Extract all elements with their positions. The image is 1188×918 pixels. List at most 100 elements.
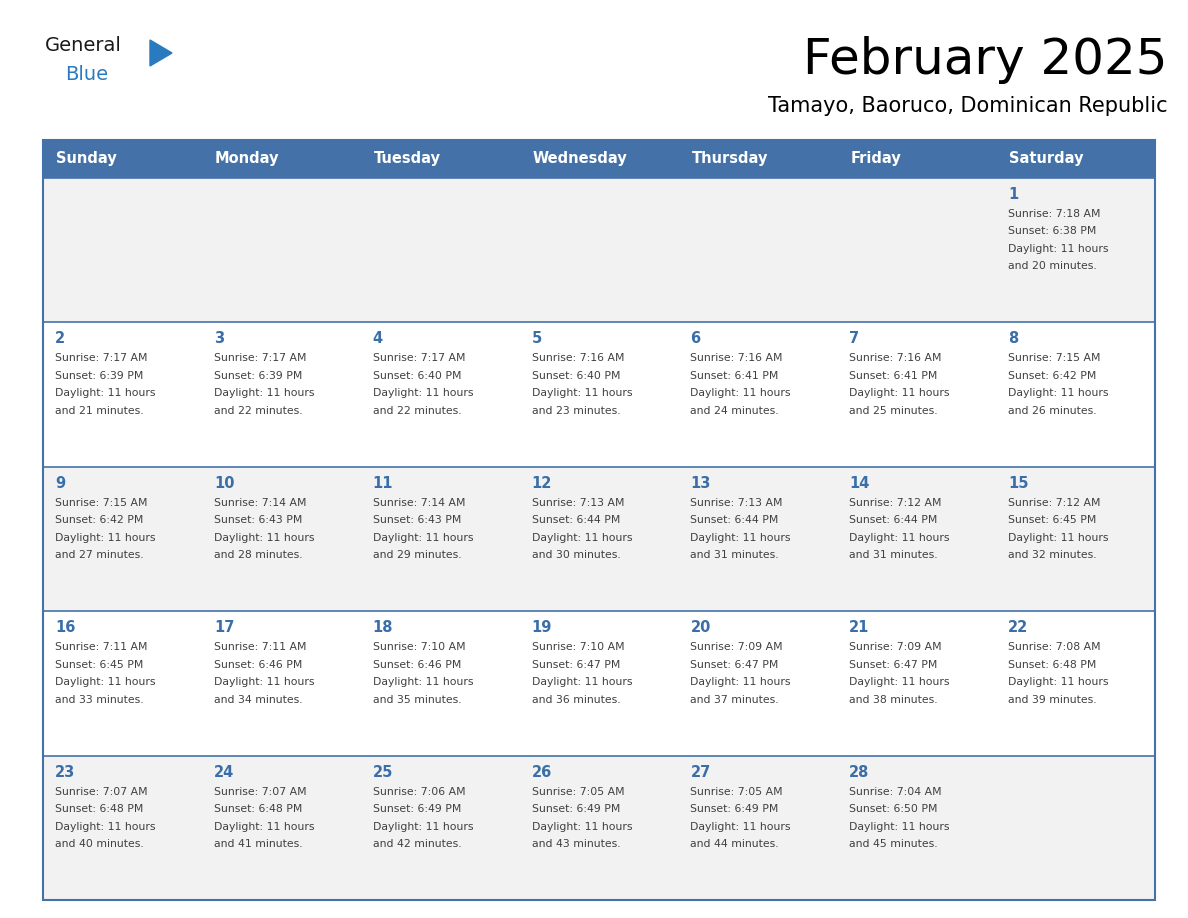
Text: Sunrise: 7:11 AM: Sunrise: 7:11 AM [55,643,147,652]
Bar [43,140,202,178]
Text: and 35 minutes.: and 35 minutes. [373,695,461,705]
Text: and 25 minutes.: and 25 minutes. [849,406,937,416]
Text: 15: 15 [1009,476,1029,491]
Text: Daylight: 11 hours: Daylight: 11 hours [214,532,315,543]
Bar [519,140,678,178]
Text: 21: 21 [849,621,870,635]
Text: 24: 24 [214,765,234,779]
Text: and 26 minutes.: and 26 minutes. [1009,406,1097,416]
Text: Daylight: 11 hours: Daylight: 11 hours [373,822,473,832]
Text: Sunrise: 7:17 AM: Sunrise: 7:17 AM [214,353,307,364]
Bar [43,611,1155,756]
Text: Sunrise: 7:09 AM: Sunrise: 7:09 AM [690,643,783,652]
Text: Daylight: 11 hours: Daylight: 11 hours [55,532,156,543]
Text: Sunset: 6:42 PM: Sunset: 6:42 PM [1009,371,1097,381]
Text: and 33 minutes.: and 33 minutes. [55,695,144,705]
Text: Sunrise: 7:05 AM: Sunrise: 7:05 AM [690,787,783,797]
Text: 13: 13 [690,476,710,491]
Text: Sunset: 6:44 PM: Sunset: 6:44 PM [531,515,620,525]
Text: Sunset: 6:44 PM: Sunset: 6:44 PM [849,515,937,525]
Text: and 36 minutes.: and 36 minutes. [531,695,620,705]
Text: Sunrise: 7:09 AM: Sunrise: 7:09 AM [849,643,942,652]
Text: 8: 8 [1009,331,1018,346]
Text: Sunrise: 7:07 AM: Sunrise: 7:07 AM [214,787,307,797]
Text: and 37 minutes.: and 37 minutes. [690,695,779,705]
Text: Sunrise: 7:16 AM: Sunrise: 7:16 AM [531,353,624,364]
Text: and 31 minutes.: and 31 minutes. [690,550,779,560]
Text: Sunrise: 7:04 AM: Sunrise: 7:04 AM [849,787,942,797]
Bar [43,466,1155,611]
Text: Daylight: 11 hours: Daylight: 11 hours [849,388,949,398]
Text: Daylight: 11 hours: Daylight: 11 hours [531,822,632,832]
Text: 19: 19 [531,621,552,635]
Bar [202,140,361,178]
Text: Sunset: 6:40 PM: Sunset: 6:40 PM [531,371,620,381]
Text: and 27 minutes.: and 27 minutes. [55,550,144,560]
Bar [997,140,1155,178]
Text: Daylight: 11 hours: Daylight: 11 hours [1009,388,1108,398]
Text: 20: 20 [690,621,710,635]
Text: Daylight: 11 hours: Daylight: 11 hours [55,677,156,688]
Text: Sunset: 6:48 PM: Sunset: 6:48 PM [55,804,144,814]
Text: Sunset: 6:41 PM: Sunset: 6:41 PM [690,371,779,381]
Text: and 38 minutes.: and 38 minutes. [849,695,937,705]
Text: Sunrise: 7:06 AM: Sunrise: 7:06 AM [373,787,466,797]
Text: and 21 minutes.: and 21 minutes. [55,406,144,416]
Text: 22: 22 [1009,621,1029,635]
Text: Sunrise: 7:12 AM: Sunrise: 7:12 AM [849,498,942,508]
Text: Sunset: 6:47 PM: Sunset: 6:47 PM [690,660,779,670]
Text: Blue: Blue [65,65,108,84]
Text: 17: 17 [214,621,234,635]
Text: and 23 minutes.: and 23 minutes. [531,406,620,416]
Text: Daylight: 11 hours: Daylight: 11 hours [373,677,473,688]
Text: 3: 3 [214,331,225,346]
Text: 5: 5 [531,331,542,346]
Bar [838,140,997,178]
Text: Sunrise: 7:10 AM: Sunrise: 7:10 AM [373,643,466,652]
Text: Friday: Friday [851,151,901,166]
Text: 6: 6 [690,331,701,346]
Text: and 34 minutes.: and 34 minutes. [214,695,303,705]
Text: Daylight: 11 hours: Daylight: 11 hours [373,532,473,543]
Text: Sunrise: 7:13 AM: Sunrise: 7:13 AM [690,498,783,508]
Text: Daylight: 11 hours: Daylight: 11 hours [690,822,791,832]
Text: Daylight: 11 hours: Daylight: 11 hours [849,532,949,543]
Text: Wednesday: Wednesday [532,151,627,166]
Polygon shape [150,40,172,66]
Text: and 22 minutes.: and 22 minutes. [373,406,461,416]
Text: Thursday: Thursday [691,151,767,166]
Text: and 22 minutes.: and 22 minutes. [214,406,303,416]
Text: and 43 minutes.: and 43 minutes. [531,839,620,849]
Text: 23: 23 [55,765,75,779]
Text: 10: 10 [214,476,234,491]
Text: 14: 14 [849,476,870,491]
Text: 12: 12 [531,476,552,491]
Text: Sunrise: 7:08 AM: Sunrise: 7:08 AM [1009,643,1101,652]
Bar [43,322,1155,466]
Text: Sunrise: 7:16 AM: Sunrise: 7:16 AM [849,353,942,364]
Text: Daylight: 11 hours: Daylight: 11 hours [1009,532,1108,543]
Text: Sunrise: 7:05 AM: Sunrise: 7:05 AM [531,787,624,797]
Text: Sunset: 6:47 PM: Sunset: 6:47 PM [531,660,620,670]
Text: Sunrise: 7:14 AM: Sunrise: 7:14 AM [373,498,466,508]
Text: Tamayo, Baoruco, Dominican Republic: Tamayo, Baoruco, Dominican Republic [769,96,1168,116]
Text: Sunrise: 7:16 AM: Sunrise: 7:16 AM [690,353,783,364]
Text: and 45 minutes.: and 45 minutes. [849,839,937,849]
Text: Sunset: 6:49 PM: Sunset: 6:49 PM [690,804,779,814]
Text: Sunset: 6:45 PM: Sunset: 6:45 PM [1009,515,1097,525]
Text: 26: 26 [531,765,551,779]
Text: and 30 minutes.: and 30 minutes. [531,550,620,560]
Text: Sunrise: 7:10 AM: Sunrise: 7:10 AM [531,643,624,652]
Text: Sunset: 6:44 PM: Sunset: 6:44 PM [690,515,779,525]
Text: Monday: Monday [215,151,279,166]
Text: Sunrise: 7:17 AM: Sunrise: 7:17 AM [373,353,466,364]
Text: 7: 7 [849,331,859,346]
Text: and 20 minutes.: and 20 minutes. [1009,262,1097,272]
Text: and 40 minutes.: and 40 minutes. [55,839,144,849]
Text: and 41 minutes.: and 41 minutes. [214,839,303,849]
Text: Daylight: 11 hours: Daylight: 11 hours [690,532,791,543]
Text: Sunset: 6:47 PM: Sunset: 6:47 PM [849,660,937,670]
Text: and 32 minutes.: and 32 minutes. [1009,550,1097,560]
Text: Sunset: 6:45 PM: Sunset: 6:45 PM [55,660,144,670]
Text: Sunset: 6:43 PM: Sunset: 6:43 PM [214,515,302,525]
